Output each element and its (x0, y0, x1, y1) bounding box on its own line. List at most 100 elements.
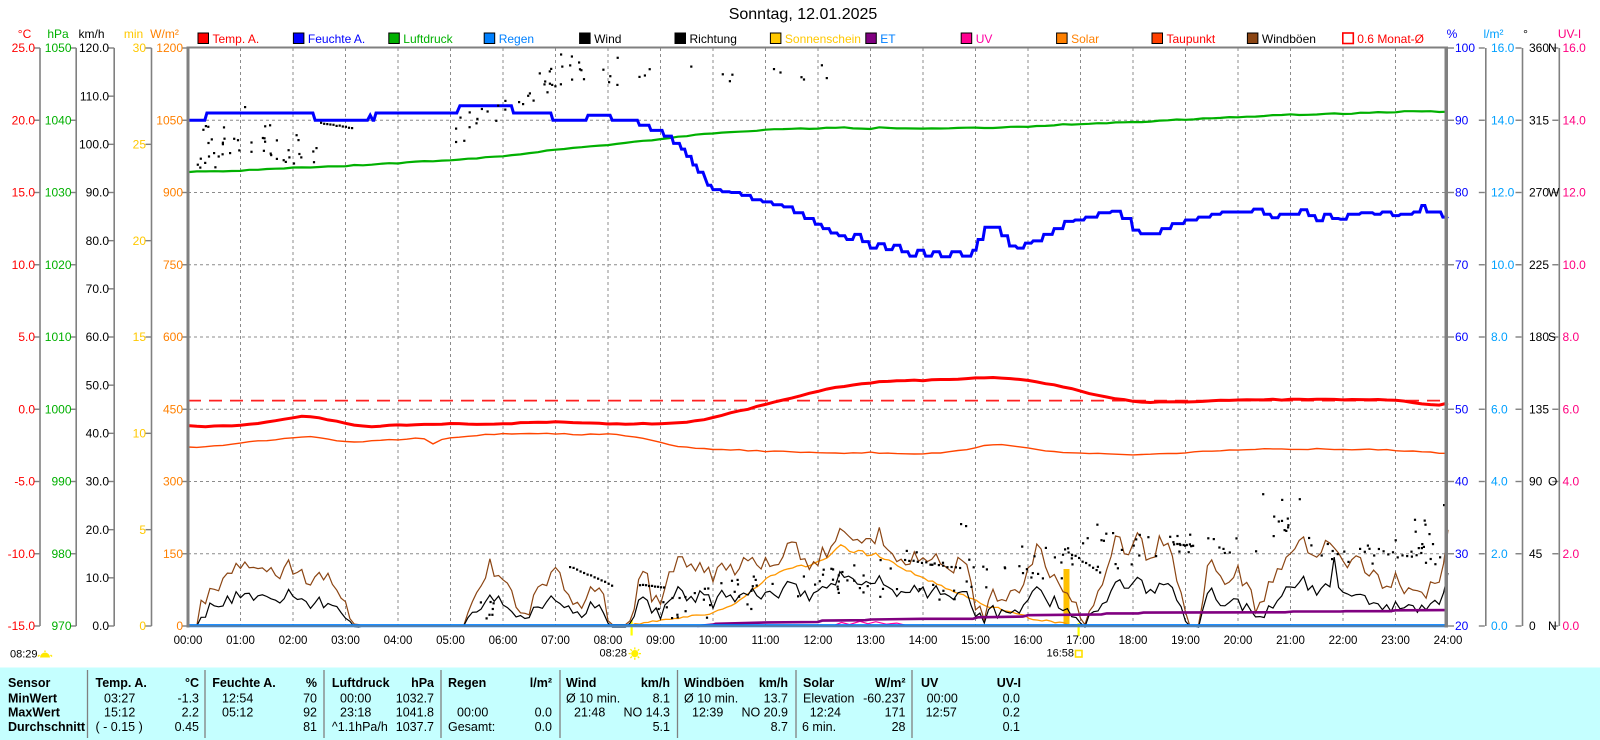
svg-text:70.0: 70.0 (86, 282, 110, 296)
svg-text:08:29: 08:29 (10, 649, 38, 661)
svg-text:5.1: 5.1 (653, 720, 670, 734)
svg-text:0.0: 0.0 (1003, 691, 1020, 705)
svg-text:40.0: 40.0 (86, 427, 110, 441)
svg-text:1020: 1020 (45, 258, 72, 272)
svg-text:Wind: Wind (594, 32, 621, 46)
svg-text:04:00: 04:00 (384, 635, 413, 647)
svg-text:60.0: 60.0 (86, 330, 110, 344)
svg-text:2.2: 2.2 (182, 706, 199, 720)
svg-text:Durchschnitt: Durchschnitt (8, 720, 86, 734)
svg-text:Solar: Solar (803, 676, 834, 690)
svg-text:°: ° (1523, 27, 1528, 41)
svg-text:100.0: 100.0 (79, 138, 109, 152)
svg-text:05:12: 05:12 (222, 706, 253, 720)
svg-text:Taupunkt: Taupunkt (1167, 32, 1216, 46)
svg-text:15: 15 (133, 330, 147, 344)
svg-text:10:00: 10:00 (699, 635, 728, 647)
svg-text:225: 225 (1529, 258, 1549, 272)
svg-text:05:00: 05:00 (436, 635, 465, 647)
svg-text:1032.7: 1032.7 (396, 691, 434, 705)
svg-text:O: O (1548, 475, 1557, 489)
svg-text:28: 28 (892, 720, 906, 734)
svg-text:8.0: 8.0 (1491, 330, 1508, 344)
svg-text:09:00: 09:00 (646, 635, 675, 647)
svg-text:12:24: 12:24 (810, 706, 841, 720)
svg-text:N: N (1548, 41, 1557, 55)
svg-text:0.45: 0.45 (175, 720, 199, 734)
svg-text:30: 30 (133, 41, 147, 55)
svg-text:Temp. A.: Temp. A. (213, 32, 260, 46)
svg-text:Regen: Regen (499, 32, 534, 46)
svg-text:81: 81 (303, 720, 317, 734)
svg-text:ET: ET (880, 32, 896, 46)
svg-text:00:00: 00:00 (457, 706, 488, 720)
svg-text:03:27: 03:27 (104, 691, 135, 705)
svg-text:-10.0: -10.0 (8, 547, 36, 561)
svg-text:-1.3: -1.3 (177, 691, 199, 705)
svg-text:1040: 1040 (45, 114, 72, 128)
svg-text:14:00: 14:00 (909, 635, 938, 647)
svg-text:90.0: 90.0 (86, 186, 110, 200)
svg-text:( - 0.15 ): ( - 0.15 ) (96, 720, 143, 734)
svg-text:UV-I: UV-I (1558, 27, 1581, 41)
svg-text:hPa: hPa (47, 27, 69, 41)
svg-text:07:00: 07:00 (541, 635, 570, 647)
svg-text:1037.7: 1037.7 (396, 720, 434, 734)
svg-text:8.7: 8.7 (771, 720, 788, 734)
svg-text:18:00: 18:00 (1119, 635, 1148, 647)
svg-text:24:00: 24:00 (1434, 635, 1463, 647)
svg-text:22:00: 22:00 (1329, 635, 1358, 647)
svg-text:20: 20 (133, 234, 147, 248)
svg-text:0: 0 (1529, 619, 1536, 633)
svg-text:980: 980 (51, 547, 71, 561)
svg-text:12.0: 12.0 (1491, 186, 1515, 200)
svg-text:NO 20.9: NO 20.9 (741, 706, 788, 720)
svg-text:25: 25 (133, 138, 147, 152)
svg-text:12:00: 12:00 (804, 635, 833, 647)
svg-text:20.0: 20.0 (86, 523, 110, 537)
svg-text:Feuchte A.: Feuchte A. (308, 32, 365, 46)
svg-text:25.0: 25.0 (12, 41, 36, 55)
svg-text:970: 970 (51, 619, 71, 633)
svg-text:10.0: 10.0 (1563, 258, 1587, 272)
svg-text:W/m²: W/m² (875, 676, 906, 690)
svg-text:06:00: 06:00 (489, 635, 518, 647)
svg-text:NO 14.3: NO 14.3 (623, 706, 670, 720)
svg-text:Gesamt:: Gesamt: (448, 720, 495, 734)
svg-text:Sonnenschein: Sonnenschein (785, 32, 861, 46)
svg-text:0.1: 0.1 (1003, 720, 1020, 734)
svg-text:20.0: 20.0 (12, 114, 36, 128)
svg-text:0.0: 0.0 (18, 402, 35, 416)
svg-text:Ø 10 min.: Ø 10 min. (684, 691, 738, 705)
svg-text:1050: 1050 (45, 41, 72, 55)
svg-text:80: 80 (1455, 186, 1469, 200)
svg-text:1000: 1000 (45, 402, 72, 416)
svg-text:UV: UV (921, 676, 939, 690)
svg-text:13.7: 13.7 (764, 691, 788, 705)
svg-text:120.0: 120.0 (79, 41, 109, 55)
svg-text:20:00: 20:00 (1224, 635, 1253, 647)
svg-text:-60.237: -60.237 (863, 691, 905, 705)
svg-text:Luftdruck: Luftdruck (403, 32, 453, 46)
svg-text:171: 171 (885, 706, 906, 720)
svg-text:0.2: 0.2 (1003, 706, 1020, 720)
svg-text:14.0: 14.0 (1563, 114, 1587, 128)
svg-text:Temp. A.: Temp. A. (96, 676, 147, 690)
svg-text:750: 750 (163, 258, 183, 272)
svg-text:60: 60 (1455, 330, 1469, 344)
svg-text:16.0: 16.0 (1563, 41, 1587, 55)
svg-text:%: % (1447, 27, 1458, 41)
svg-text:270: 270 (1529, 186, 1549, 200)
svg-text:S: S (1548, 330, 1556, 344)
svg-text:30.0: 30.0 (86, 475, 110, 489)
svg-text:12:39: 12:39 (692, 706, 723, 720)
svg-text:16:00: 16:00 (1014, 635, 1043, 647)
svg-text:Ø 10 min.: Ø 10 min. (566, 691, 620, 705)
svg-text:Sonntag, 12.01.2025: Sonntag, 12.01.2025 (729, 6, 878, 23)
svg-text:0.0: 0.0 (1491, 619, 1508, 633)
svg-text:90: 90 (1455, 114, 1469, 128)
svg-text:6.0: 6.0 (1563, 402, 1580, 416)
svg-text:Luftdruck: Luftdruck (332, 676, 390, 690)
svg-text:00:00: 00:00 (927, 691, 958, 705)
svg-text:10.0: 10.0 (12, 258, 36, 272)
